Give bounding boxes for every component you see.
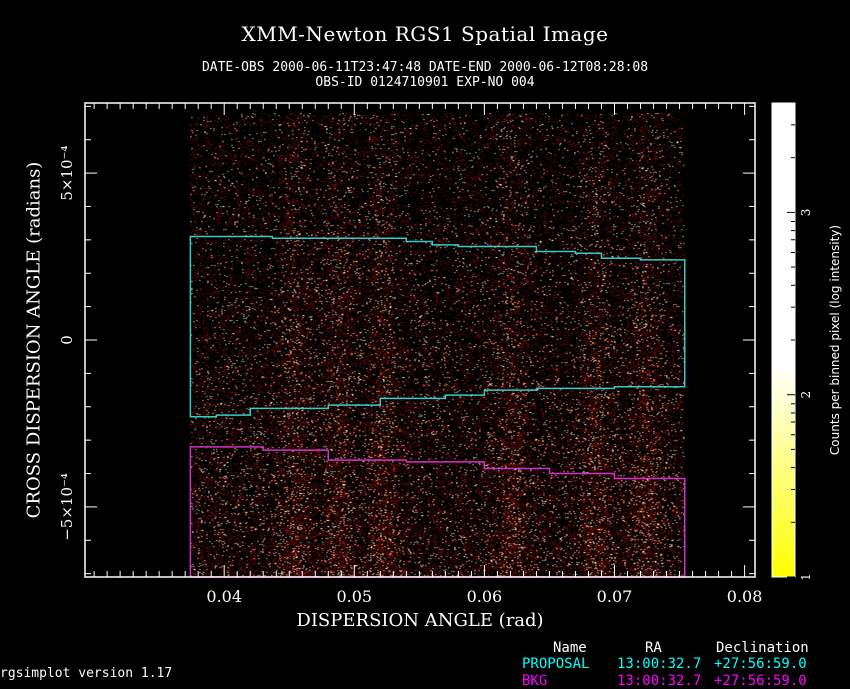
source-header-dec: Declination <box>716 640 809 656</box>
axis-ticks: 0.04 0.05 0.06 0.07 0.08 5×10⁻⁴ 0 −5×10⁻⁴ <box>58 103 762 606</box>
x-tick-label: 0.07 <box>597 587 633 606</box>
source-header-ra: RA <box>645 640 662 656</box>
colorbar: 1 2 3 <box>771 102 813 581</box>
y-tick-label: 0 <box>58 335 76 345</box>
source-row-name: BKG <box>522 673 548 689</box>
colorbar-label: Counts per binned pixel (log intensity) <box>828 224 842 456</box>
extraction-regions <box>189 235 686 578</box>
source-row-ra: 13:00:32.7 <box>617 656 702 672</box>
spatial-image <box>190 113 685 578</box>
colorbar-tick-label: 3 <box>799 209 813 217</box>
y-tick-label: −5×10⁻⁴ <box>58 473 76 541</box>
source-row-name: PROPOSAL <box>522 656 590 672</box>
region-proposal <box>189 235 686 418</box>
x-tick-label: 0.05 <box>336 587 372 606</box>
observation-id: OBS-ID 0124710901 EXP-NO 004 <box>315 75 535 90</box>
x-tick-label: 0.06 <box>467 587 503 606</box>
source-row-dec: +27:56:59.0 <box>714 656 807 672</box>
source-row-ra: 13:00:32.7 <box>617 673 702 689</box>
region-bkg <box>189 446 686 578</box>
y-tick-label: 5×10⁻⁴ <box>58 146 76 201</box>
x-axis-label: DISPERSION ANGLE (rad) <box>296 610 544 631</box>
colorbar-tick-label: 1 <box>799 573 813 581</box>
x-tick-label: 0.04 <box>206 587 242 606</box>
software-version: rgsimplot version 1.17 <box>0 666 173 681</box>
source-row-dec: +27:56:59.0 <box>714 673 807 689</box>
observation-dates: DATE-OBS 2000-06-11T23:47:48 DATE-END 20… <box>201 60 649 75</box>
colorbar-tick-label: 2 <box>799 391 813 399</box>
source-header-name: Name <box>553 640 587 656</box>
y-axis-label: CROSS DISPERSION ANGLE (radians) <box>23 161 45 519</box>
photon-image <box>190 113 685 578</box>
chart-title: XMM-Newton RGS1 Spatial Image <box>241 22 609 46</box>
x-tick-label: 0.08 <box>727 587 763 606</box>
